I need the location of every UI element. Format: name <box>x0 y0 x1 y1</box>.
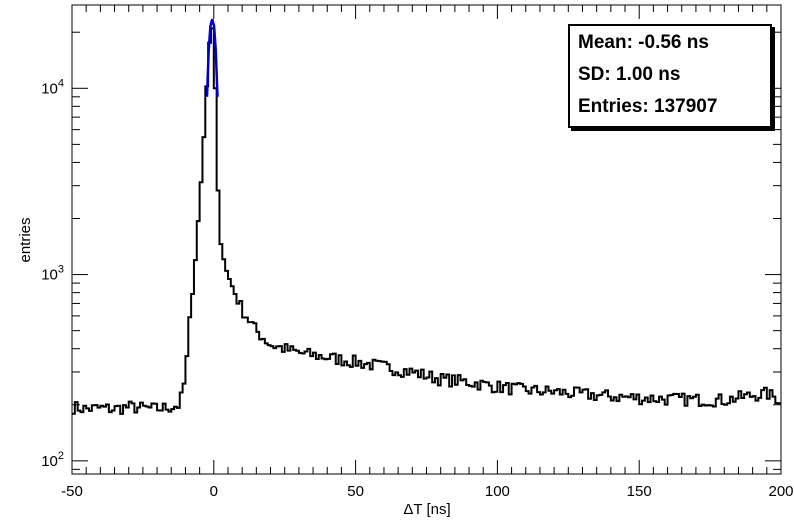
stats-mean: Mean: -0.56 ns <box>578 32 709 53</box>
y-tick-label: 102 <box>41 450 64 470</box>
stats-box: Mean: -0.56 ns SD: 1.00 ns Entries: 1379… <box>568 24 772 128</box>
y-axis-title: entries <box>17 217 34 262</box>
x-tick-label: 50 <box>347 483 364 500</box>
histogram-line <box>72 27 781 415</box>
x-tick-label: 100 <box>485 483 510 500</box>
x-tick-label: -50 <box>61 483 83 500</box>
stats-sd: SD: 1.00 ns <box>578 64 681 85</box>
x-tick-label: 0 <box>210 483 218 500</box>
y-tick-label: 104 <box>41 77 64 97</box>
x-tick-label: 200 <box>768 483 793 500</box>
y-tick-label: 103 <box>41 264 64 284</box>
x-tick-label: 150 <box>627 483 652 500</box>
stats-entries: Entries: 137907 <box>578 96 718 117</box>
gaussian-fit-line <box>205 18 219 97</box>
x-axis-title: ΔT [ns] <box>403 501 450 518</box>
